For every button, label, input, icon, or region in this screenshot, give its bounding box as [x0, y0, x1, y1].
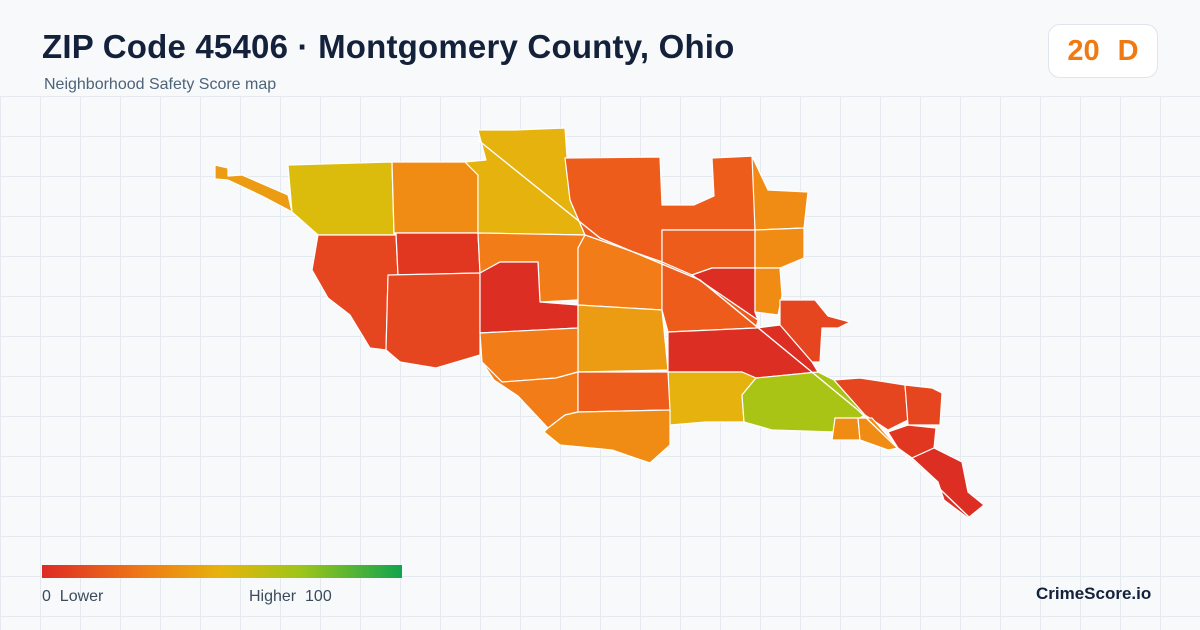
page-subtitle: Neighborhood Safety Score map	[44, 76, 277, 93]
region-north-1	[391, 161, 479, 234]
region-center-3	[577, 304, 669, 373]
region-northwest	[287, 161, 395, 236]
region-west-3	[385, 272, 481, 369]
legend-high-label: Higher 100	[249, 588, 332, 605]
brand-logo-text: CrimeScore.io	[1036, 584, 1152, 603]
region-east-3	[754, 227, 805, 269]
legend-low-label: 0 Lower	[42, 588, 104, 605]
region-se-3	[831, 417, 861, 441]
header: ZIP Code 45406 · Montgomery County, Ohio…	[0, 0, 1200, 96]
region-se-4	[857, 417, 899, 451]
road-line	[477, 139, 973, 521]
region-center-west-1	[395, 232, 481, 276]
region-west-2	[311, 234, 399, 351]
score-badge: 20 D	[1048, 24, 1158, 78]
region-south-3	[577, 371, 671, 413]
region-se-2	[904, 384, 943, 426]
region-south-4	[543, 409, 671, 464]
page-title: ZIP Code 45406 · Montgomery County, Ohio	[42, 28, 735, 65]
region-se-6	[911, 447, 985, 519]
score-grade: D	[1117, 34, 1139, 67]
region-northeast	[751, 155, 809, 231]
legend-gradient-bar	[42, 565, 402, 578]
score-value: 20	[1067, 34, 1100, 67]
region-east-5	[754, 267, 783, 316]
